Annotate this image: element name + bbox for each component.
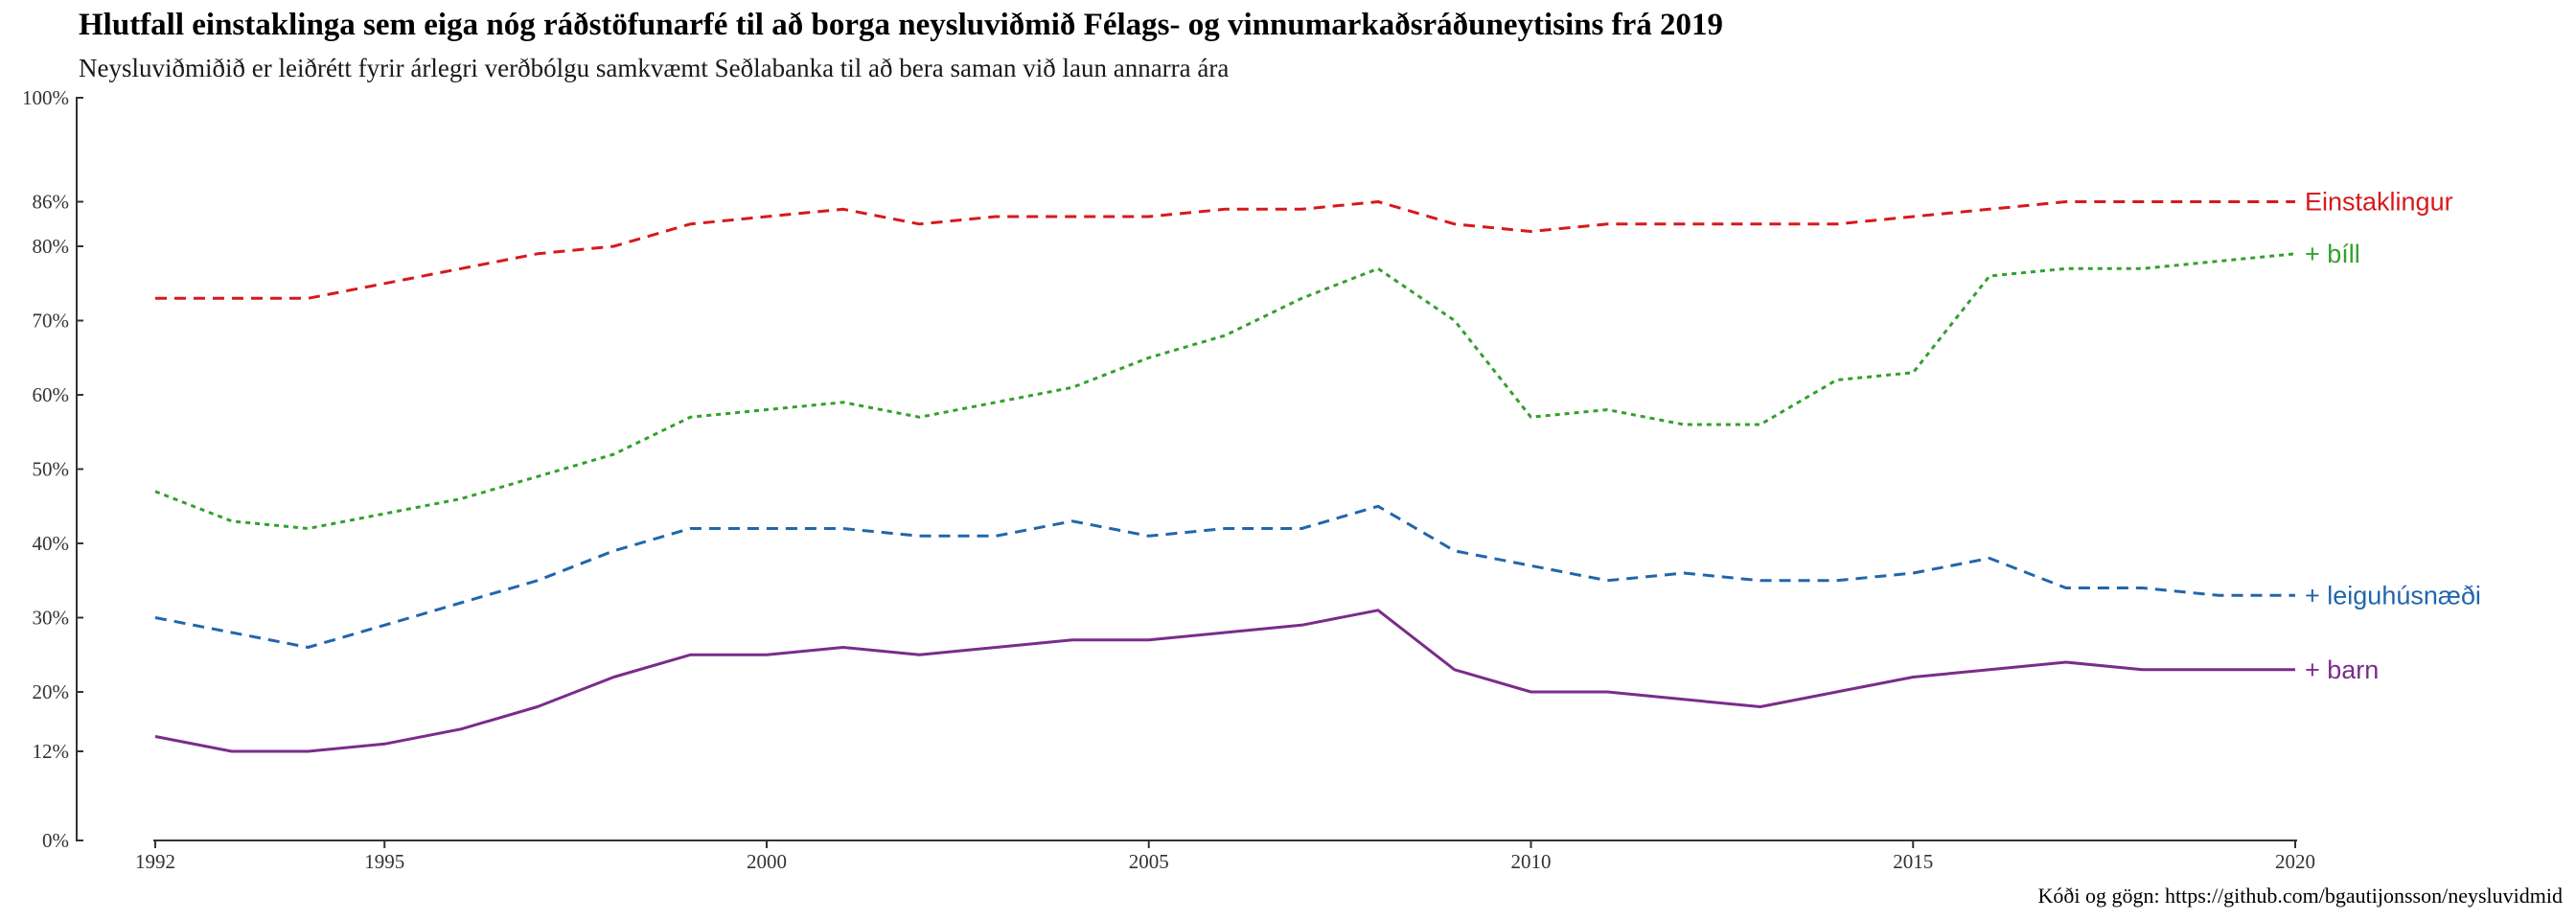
axes: 0% 12% 20% 30% 40% 50% 60% 70% 80% 86% 100% 1992 199… bbox=[22, 86, 2315, 873]
x-tick-label: 2015 bbox=[1893, 850, 1933, 873]
series-labels: Einstaklingur + bíll + leiguhúsnæði + barn bbox=[2305, 188, 2481, 684]
series-label-3: + barn bbox=[2305, 656, 2379, 684]
chart-subtitle: Neysluviðmiðið er leiðrétt fyrir árlegri… bbox=[79, 54, 1230, 82]
chart-title: Hlutfall einstaklinga sem eiga nóg ráðst… bbox=[79, 8, 1724, 42]
y-tick-label: 50% bbox=[33, 458, 70, 481]
x-tick-label: 2010 bbox=[1511, 850, 1552, 873]
series-line-3 bbox=[154, 609, 2295, 753]
x-tick-label: 2000 bbox=[747, 850, 787, 873]
series-label-0: Einstaklingur bbox=[2305, 188, 2453, 217]
series-line-0 bbox=[155, 200, 2295, 300]
y-tick-label: 80% bbox=[33, 235, 70, 258]
series-line-1 bbox=[154, 252, 2296, 530]
y-tick-label: 30% bbox=[33, 607, 70, 630]
series-line-2 bbox=[154, 504, 2295, 649]
y-tick-label: 0% bbox=[42, 829, 69, 852]
series-label-1: + bíll bbox=[2305, 240, 2360, 268]
x-tick-label: 1995 bbox=[364, 850, 404, 873]
x-tick-label: 2020 bbox=[2275, 850, 2315, 873]
y-tick-label: 100% bbox=[22, 86, 69, 109]
y-tick-label: 60% bbox=[33, 383, 70, 406]
y-tick-label: 12% bbox=[33, 740, 70, 763]
source-caption: Kóði og gögn: https://github.com/bgautij… bbox=[2037, 884, 2563, 908]
y-tick-label: 20% bbox=[33, 680, 70, 703]
x-tick-label: 2005 bbox=[1129, 850, 1169, 873]
series-lines bbox=[154, 200, 2296, 753]
y-tick-label: 86% bbox=[33, 191, 70, 214]
x-tick-label: 1992 bbox=[135, 850, 175, 873]
series-label-2: + leiguhúsnæði bbox=[2305, 581, 2481, 610]
y-tick-label: 40% bbox=[33, 532, 70, 555]
y-tick-label: 70% bbox=[33, 310, 70, 333]
